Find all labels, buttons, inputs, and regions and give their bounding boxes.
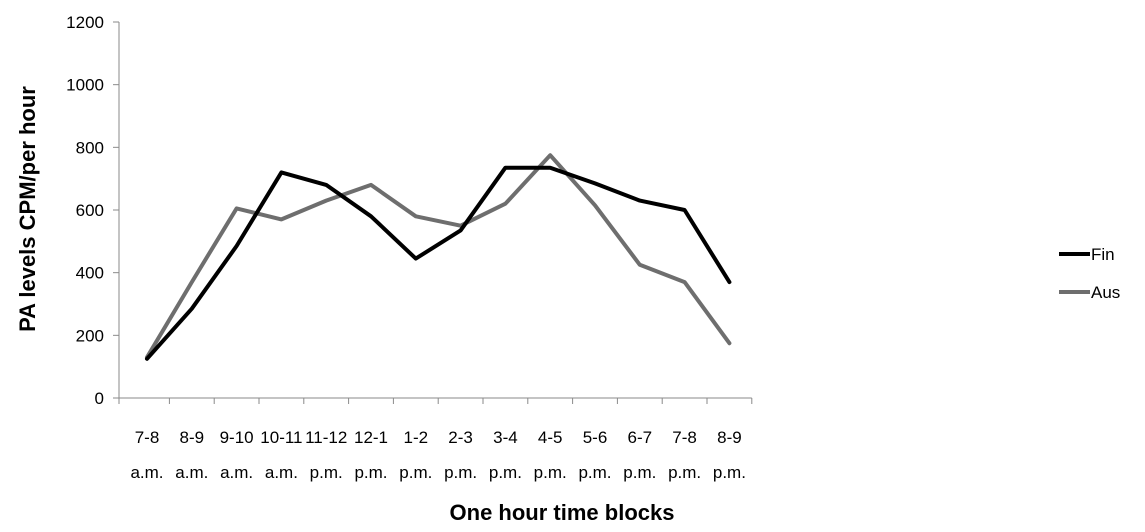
x-tick-label: 11-12	[305, 428, 347, 447]
series-line-aus	[145, 153, 732, 360]
x-tick-label: a.m.	[175, 463, 208, 482]
x-tick-label: 9-10	[220, 428, 254, 447]
x-tick-label: p.m.	[578, 463, 611, 482]
y-tick-label: 200	[76, 326, 104, 345]
x-tick-label: p.m.	[310, 463, 343, 482]
x-tick-label: 3-4	[493, 428, 518, 447]
x-axis-title: One hour time blocks	[450, 500, 675, 525]
legend-label-aus: Aus	[1091, 283, 1120, 302]
legend-label-fin: Fin	[1091, 245, 1115, 264]
x-tick-label: a.m.	[220, 463, 253, 482]
x-tick-label: 7-8	[135, 428, 160, 447]
x-tick-label: 8-9	[717, 428, 742, 447]
y-axis-title: PA levels CPM/per hour	[15, 86, 40, 332]
x-tick-label: 2-3	[448, 428, 473, 447]
y-tick-label: 1200	[66, 13, 104, 32]
x-tick-label: p.m.	[444, 463, 477, 482]
x-tick-label: p.m.	[399, 463, 432, 482]
y-tick-label: 400	[76, 264, 104, 283]
x-axis: 7-8 a.m. 8-9 a.m. 9-10 a.m. 10-11 a.m. 11-12 p.m.…	[118, 397, 753, 482]
x-tick-label: 8-9	[180, 428, 205, 447]
series-line-fin	[145, 165, 732, 361]
y-axis: 0 200 400 600 800 1000 1200	[66, 13, 120, 408]
y-tick-label: 0	[95, 389, 104, 408]
x-tick-label: 4-5	[538, 428, 563, 447]
legend: Fin Aus	[1059, 245, 1120, 302]
x-tick-label: 10-11	[260, 428, 302, 447]
x-tick-label: 12-1	[354, 428, 388, 447]
x-tick-label: p.m.	[534, 463, 567, 482]
series-lines	[145, 153, 732, 361]
x-tick-label: 6-7	[628, 428, 653, 447]
y-tick-label: 1000	[66, 76, 104, 95]
x-tick-label: p.m.	[489, 463, 522, 482]
x-tick-label: 5-6	[583, 428, 608, 447]
x-tick-label: p.m.	[623, 463, 656, 482]
x-tick-label: a.m.	[130, 463, 163, 482]
y-tick-label: 800	[76, 138, 104, 157]
x-tick-label: p.m.	[354, 463, 387, 482]
x-tick-label: p.m.	[713, 463, 746, 482]
x-tick-label: 7-8	[672, 428, 697, 447]
x-tick-label: a.m.	[265, 463, 298, 482]
x-tick-label: 1-2	[404, 428, 429, 447]
y-tick-label: 600	[76, 201, 104, 220]
x-tick-label: p.m.	[668, 463, 701, 482]
